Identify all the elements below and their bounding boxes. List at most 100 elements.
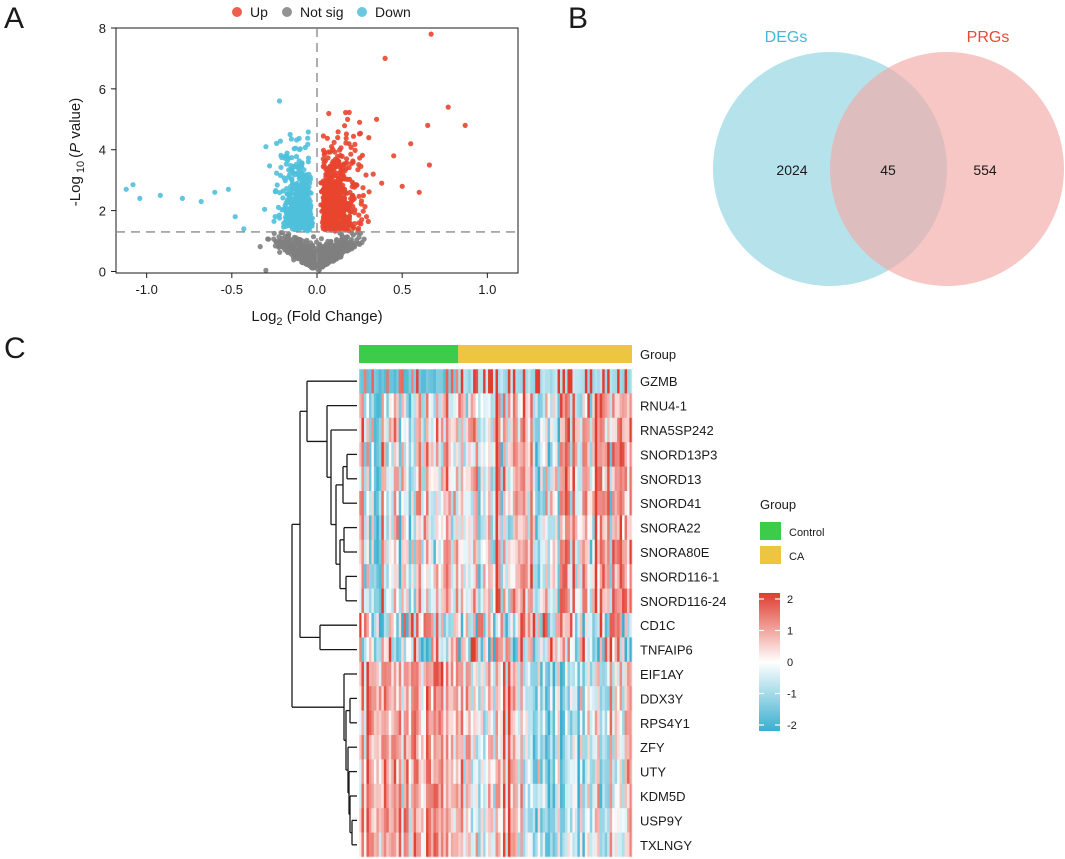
heatmap-cell — [423, 564, 427, 589]
heatmap-cell — [624, 686, 628, 711]
heatmap-cell — [440, 710, 444, 736]
heatmap-cell — [470, 808, 474, 833]
venn-count-degs-only: 2024 — [776, 162, 807, 178]
heatmap-cell — [470, 759, 474, 785]
heatmap-cell — [510, 832, 514, 858]
heatmap-cell — [572, 710, 576, 736]
heatmap-cell — [542, 442, 546, 467]
heatmap-cell — [406, 369, 409, 394]
heatmap-cell — [463, 613, 467, 638]
heatmap-cell — [602, 808, 605, 833]
heatmap-cell — [619, 735, 623, 760]
heatmap-cell — [507, 759, 511, 785]
heatmap-cell — [418, 661, 422, 687]
heatmap-cell — [393, 637, 397, 663]
heatmap-cell — [572, 564, 576, 589]
heatmap-cell — [500, 759, 504, 785]
heatmap-cell — [560, 369, 563, 394]
heatmap-cell — [391, 783, 395, 809]
volcano-point-ns — [307, 249, 313, 255]
heatmap-cell — [599, 369, 603, 394]
heatmap-cell — [619, 466, 623, 492]
heatmap-cell — [592, 515, 596, 541]
heatmap-cell — [401, 832, 404, 858]
heatmap-cell — [597, 539, 601, 565]
heatmap-cell — [413, 759, 417, 785]
heatmap-cell — [547, 442, 551, 467]
heatmap-cell — [475, 832, 479, 858]
heatmap-cell — [383, 686, 387, 711]
heatmap-cell — [396, 466, 400, 492]
heatmap-cell — [525, 613, 529, 638]
heatmap-cell — [582, 735, 586, 760]
heatmap-cell — [373, 539, 377, 565]
heatmap-cell — [453, 613, 457, 638]
heatmap-cell — [359, 417, 362, 443]
heatmap-cell — [512, 417, 516, 443]
heatmap-cell — [560, 564, 563, 589]
heatmap-cell — [502, 369, 506, 394]
heatmap-cell — [366, 661, 370, 687]
gene-label: RNA5SP242 — [640, 423, 714, 438]
heatmap-cell — [612, 759, 615, 785]
heatmap-cell — [522, 539, 526, 565]
heatmap-cell — [545, 710, 548, 736]
heatmap-cell — [579, 686, 583, 711]
volcano-point-down — [277, 138, 283, 144]
heatmap-cell — [540, 710, 543, 736]
heatmap-cell — [502, 832, 506, 858]
y-tick-label: 0 — [99, 264, 106, 279]
heatmap-cell — [562, 808, 566, 833]
heatmap-cell — [500, 466, 504, 492]
volcano-point-ns — [326, 244, 332, 251]
heatmap-cell — [378, 686, 382, 711]
heatmap-cell — [542, 515, 546, 541]
heatmap-cell — [555, 393, 558, 419]
heatmap-cell — [584, 686, 588, 711]
heatmap-cell — [480, 515, 484, 541]
heatmap-cell — [597, 832, 601, 858]
heatmap-cell — [622, 613, 625, 638]
heatmap-cell — [550, 686, 553, 711]
heatmap-cell — [627, 393, 630, 419]
heatmap-cell — [567, 491, 571, 516]
heatmap-cell — [627, 515, 630, 541]
heatmap-cell — [525, 588, 529, 614]
heatmap-cell — [535, 466, 538, 492]
heatmap-cell — [572, 783, 576, 809]
heatmap-cell — [418, 759, 422, 785]
heatmap-cell — [599, 442, 603, 467]
heatmap-cell — [406, 710, 409, 736]
heatmap-cell — [627, 613, 630, 638]
heatmap-cell — [540, 515, 543, 541]
heatmap-cell — [383, 661, 387, 687]
heatmap-cell — [490, 491, 494, 516]
heatmap-cell — [545, 491, 548, 516]
heatmap-cell — [490, 686, 494, 711]
heatmap-cell — [522, 515, 526, 541]
heatmap-cell — [490, 637, 494, 663]
heatmap-cell — [557, 832, 561, 858]
heatmap-cell — [525, 369, 529, 394]
volcano-point-up — [360, 192, 366, 199]
heatmap-cell — [572, 442, 576, 467]
heatmap-cell — [396, 539, 400, 565]
heatmap-cell — [592, 783, 596, 809]
heatmap-cell — [478, 393, 481, 419]
heatmap-cell — [381, 832, 385, 858]
heatmap-cell — [396, 759, 400, 785]
heatmap-cell — [418, 613, 422, 638]
heatmap-cell — [527, 442, 531, 467]
heatmap-cell — [597, 710, 601, 736]
heatmap-cell — [388, 564, 392, 589]
heatmap-cell — [403, 539, 407, 565]
heatmap-cell — [555, 808, 558, 833]
heatmap-cell — [520, 686, 524, 711]
heatmap-cell — [564, 442, 568, 467]
heatmap-cell — [363, 442, 367, 467]
heatmap-cell — [433, 637, 437, 663]
heatmap-cell — [443, 564, 447, 589]
heatmap-cell — [428, 466, 432, 492]
heatmap-cell — [495, 832, 499, 858]
heatmap-cell — [433, 442, 437, 467]
